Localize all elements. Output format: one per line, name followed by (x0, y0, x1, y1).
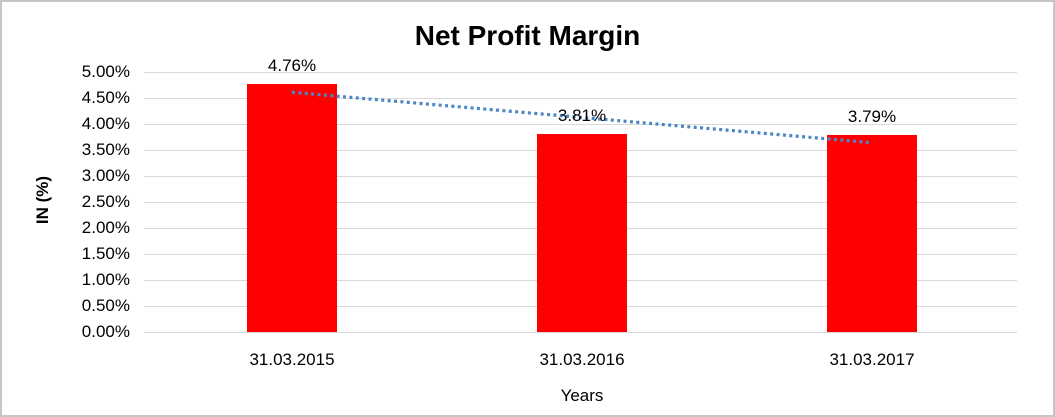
trendline (291, 90, 873, 145)
y-tick-label: 4.00% (81, 114, 130, 133)
y-tick-label: 1.00% (81, 270, 130, 289)
bar-value-label: 4.76% (267, 56, 317, 76)
y-tick-label: 3.50% (81, 140, 130, 159)
y-tick-label: 3.00% (81, 166, 130, 185)
bar-value-label: 3.79% (847, 106, 897, 126)
x-axis-title: Years (560, 386, 604, 405)
gridline (144, 98, 1017, 99)
x-tick-label: 31.03.2015 (249, 350, 335, 369)
y-tick-label: 2.00% (81, 218, 130, 237)
y-tick-label: 0.50% (81, 296, 130, 315)
x-tick-label: 31.03.2016 (539, 350, 625, 369)
y-tick-label: 0.00% (81, 322, 130, 341)
gridline (144, 332, 1017, 333)
x-tick-label: 31.03.2017 (829, 350, 915, 369)
gridline (144, 72, 1017, 73)
chart-title: Net Profit Margin (414, 20, 641, 51)
y-tick-label: 5.00% (81, 62, 130, 81)
bar (537, 133, 627, 332)
y-tick-label: 4.50% (81, 88, 130, 107)
y-tick-label: 2.50% (81, 192, 130, 211)
plot-area: 4.76% 3.81% 3.79% (144, 56, 1017, 333)
bar (247, 84, 337, 332)
bar-value-label: 3.81% (557, 105, 607, 125)
y-tick-label: 1.50% (81, 244, 130, 263)
bar (827, 134, 917, 332)
gridline (144, 124, 1017, 125)
